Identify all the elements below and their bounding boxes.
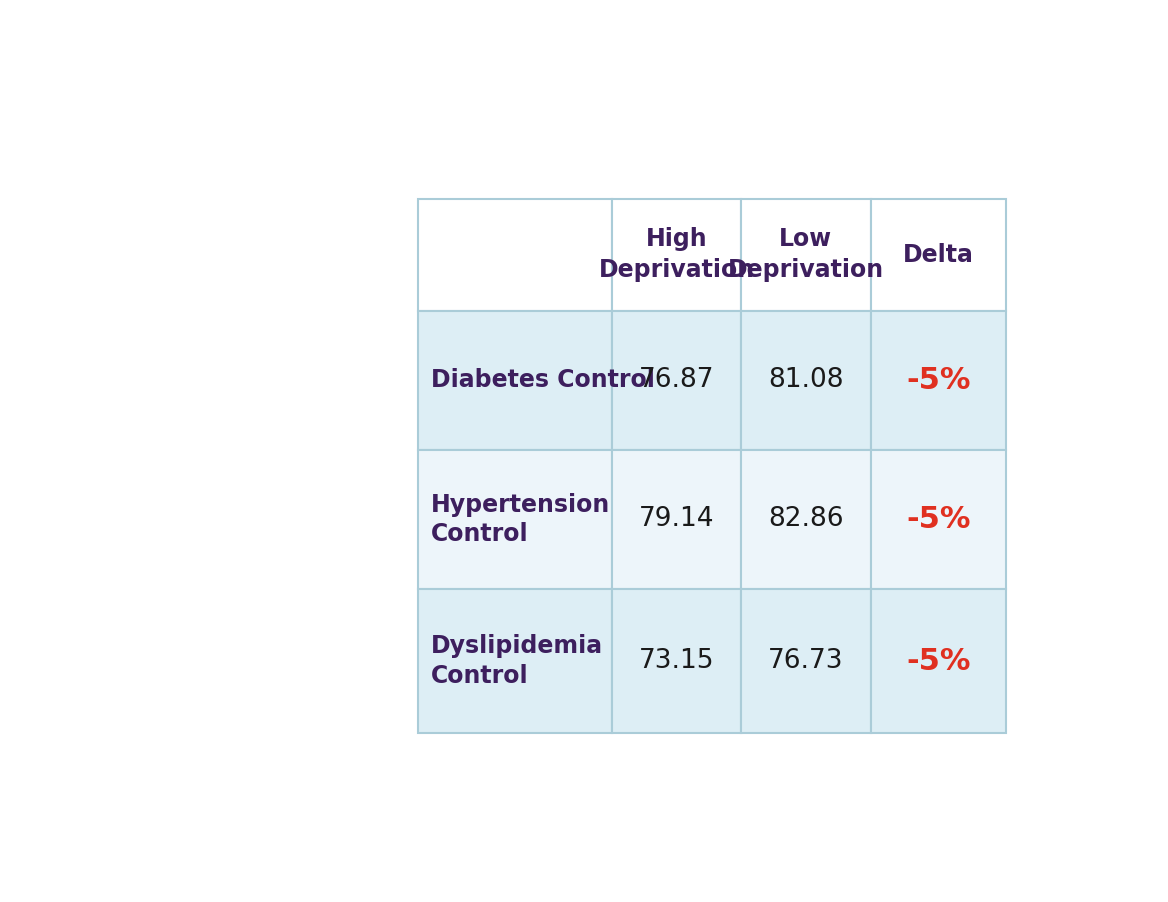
FancyBboxPatch shape: [612, 311, 742, 450]
Text: 79.14: 79.14: [639, 506, 714, 532]
FancyBboxPatch shape: [418, 198, 612, 311]
FancyBboxPatch shape: [612, 589, 742, 733]
FancyBboxPatch shape: [870, 311, 1006, 450]
FancyBboxPatch shape: [870, 589, 1006, 733]
Text: Hypertension
Control: Hypertension Control: [431, 492, 611, 547]
FancyBboxPatch shape: [612, 450, 742, 589]
Text: -5%: -5%: [906, 505, 971, 534]
Text: 76.87: 76.87: [639, 367, 714, 393]
Text: 82.86: 82.86: [769, 506, 843, 532]
Text: 76.73: 76.73: [769, 649, 843, 674]
Text: 73.15: 73.15: [639, 649, 714, 674]
Text: Low
Deprivation: Low Deprivation: [728, 227, 884, 282]
FancyBboxPatch shape: [418, 311, 612, 450]
FancyBboxPatch shape: [742, 589, 870, 733]
FancyBboxPatch shape: [870, 198, 1006, 311]
Text: 81.08: 81.08: [769, 367, 843, 393]
FancyBboxPatch shape: [612, 198, 742, 311]
FancyBboxPatch shape: [742, 450, 870, 589]
Text: Delta: Delta: [903, 243, 974, 267]
FancyBboxPatch shape: [418, 589, 612, 733]
Text: High
Deprivation: High Deprivation: [598, 227, 755, 282]
Text: Diabetes Control: Diabetes Control: [431, 368, 655, 392]
Text: -5%: -5%: [906, 647, 971, 676]
FancyBboxPatch shape: [742, 198, 870, 311]
FancyBboxPatch shape: [742, 311, 870, 450]
FancyBboxPatch shape: [870, 450, 1006, 589]
Text: -5%: -5%: [906, 366, 971, 395]
Text: Dyslipidemia
Control: Dyslipidemia Control: [431, 634, 603, 688]
FancyBboxPatch shape: [418, 450, 612, 589]
